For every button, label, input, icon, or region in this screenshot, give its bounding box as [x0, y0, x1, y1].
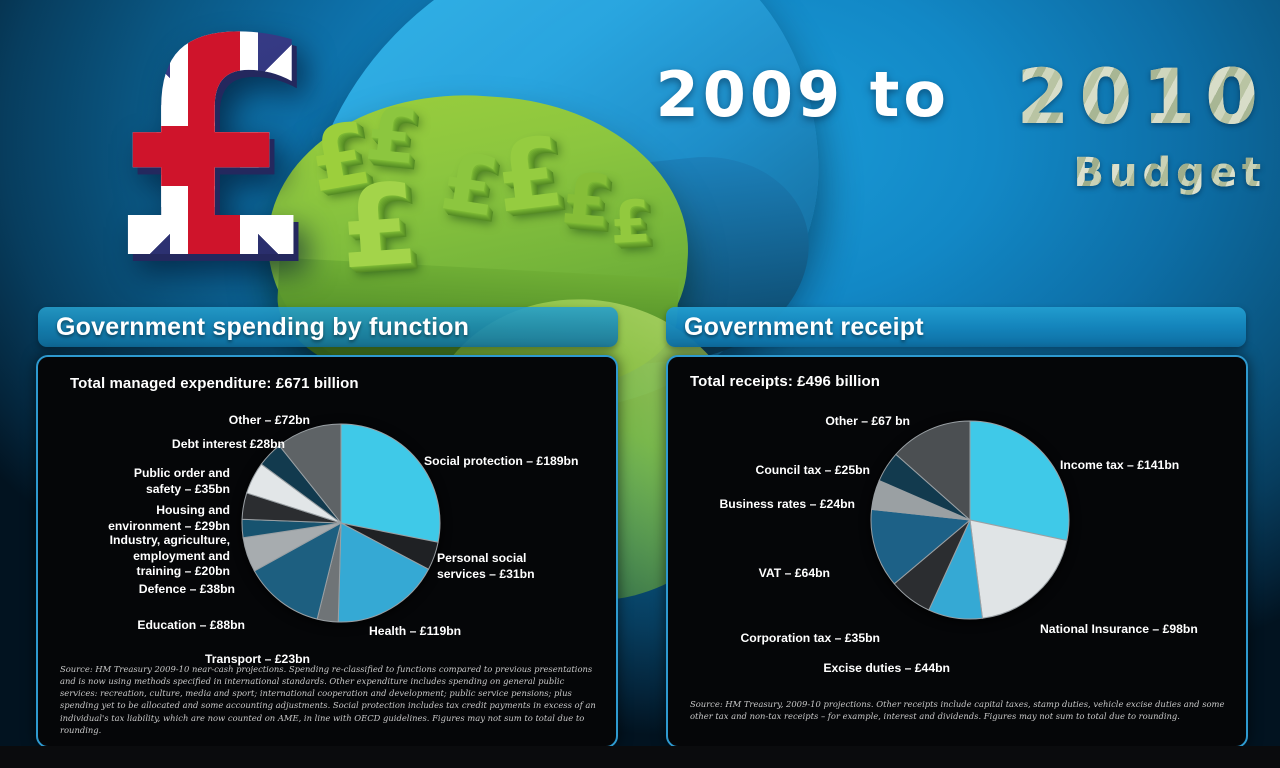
spending-label-other: Other – £72bn	[228, 413, 310, 427]
pound-sign-icon: £	[608, 186, 653, 258]
union-jack-pound-sign-icon: £	[84, 6, 344, 306]
title-subtitle: Budget	[1073, 150, 1266, 196]
pie-chart-spending-graphic	[241, 423, 441, 623]
banner-government-receipt: Government receipt	[666, 307, 1246, 347]
pie-slice	[278, 423, 342, 525]
receipt-label-income-tax: Income tax – £141bn	[1060, 458, 1180, 472]
receipt-label-business-rates: Business rates – £24bn	[719, 497, 856, 511]
receipt-label-corporation-tax: Corporation tax – £35bn	[740, 631, 880, 645]
spending-label-health: Health – £119bn	[369, 624, 462, 638]
receipt-label-excise-duties: Excise duties – £44bn	[823, 661, 950, 675]
receipt-label-vat: VAT – £64bn	[758, 566, 830, 580]
pie-slice	[969, 420, 1070, 542]
receipt-label-national-insurance: National Insurance – £98bn	[1040, 622, 1198, 636]
spending-label-social-protection: Social protection – £189bn	[424, 454, 579, 468]
title-year-range: 2009 to	[655, 58, 950, 131]
banner-spending-label: Government spending by function	[56, 312, 470, 341]
spending-total-title: Total managed expenditure: £671 billion	[70, 375, 359, 392]
banner-government-spending: Government spending by function	[38, 307, 618, 347]
pound-sign-icon: £	[489, 115, 570, 235]
spending-label-debt-interest: Debt interest £28bn	[171, 437, 285, 451]
pound-sign-icon: £	[335, 159, 423, 295]
pie-slice	[253, 522, 342, 620]
pie-slice	[895, 420, 971, 522]
pie-chart-receipt	[870, 420, 1070, 620]
union-jack-pound-glyph: £	[84, 6, 344, 306]
pie-slice	[337, 522, 430, 623]
title-block: 2009 to 2010 Budget	[632, 40, 1272, 200]
spending-label-industry: Industry, agriculture, employment and tr…	[109, 533, 230, 578]
spending-label-transport: Transport – £23bn	[205, 652, 310, 666]
receipt-total-title: Total receipts: £496 billion	[690, 373, 881, 390]
spending-label-personal-social: Personal social services – £31bn	[437, 551, 535, 581]
pound-sign-icon: £	[558, 157, 615, 243]
receipt-label-council-tax: Council tax – £25bn	[755, 463, 870, 477]
pie-slice	[969, 519, 1068, 619]
receipt-label-other: Other – £67 bn	[825, 414, 910, 428]
spending-label-public-order: Public order and safety – £35bn	[133, 466, 230, 496]
receipt-source-note: Source: HM Treasury, 2009-10 projections…	[690, 698, 1225, 721]
spending-label-education: Education – £88bn	[137, 618, 245, 632]
spending-label-housing: Housing and environment – £29bn	[108, 503, 230, 533]
bottom-bar	[0, 746, 1280, 768]
banner-receipt-label: Government receipt	[684, 312, 924, 341]
spending-label-defence: Defence – £38bn	[138, 582, 235, 596]
pie-slice	[340, 423, 441, 543]
pie-slice	[870, 508, 972, 585]
spending-source-note: Source: HM Treasury 2009-10 near-cash pr…	[60, 663, 596, 735]
title-year-end: 2010	[1016, 52, 1268, 141]
green-pound-symbols-cluster: £ £ £ £ £ £ £	[300, 91, 680, 310]
pie-chart-spending	[241, 423, 441, 623]
pie-chart-receipt-graphic	[870, 420, 1070, 620]
